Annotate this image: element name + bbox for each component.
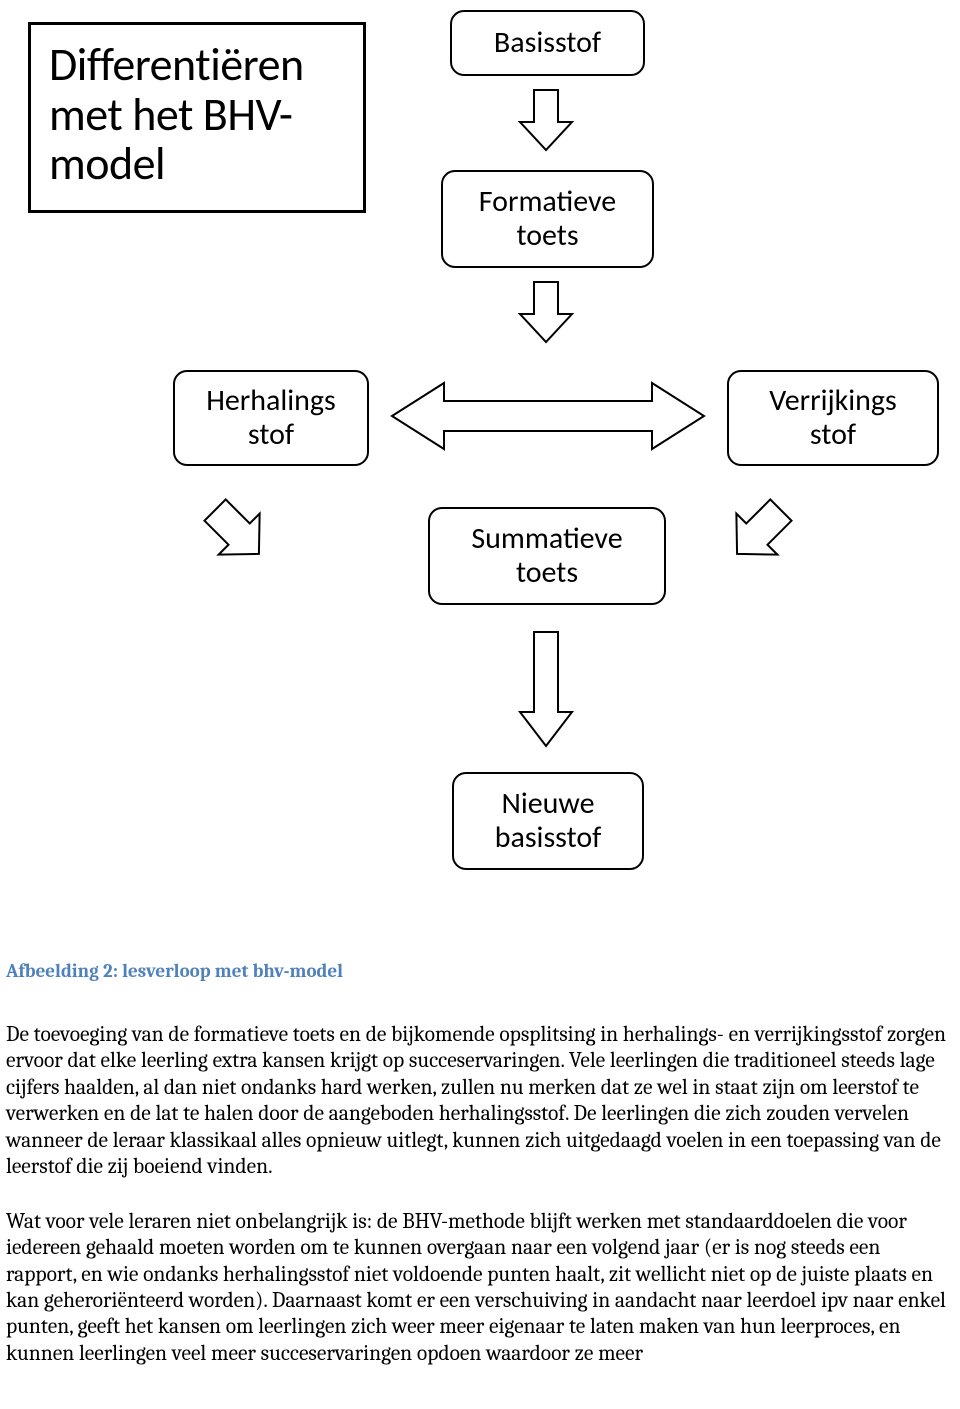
arrow-diag-right (200, 495, 274, 569)
paragraph-2: Wat voor vele leraren niet onbelangrijk … (6, 1209, 954, 1368)
paragraph-1: De toevoeging van de formatieve toets en… (6, 1022, 954, 1181)
arrow-down-3 (516, 630, 576, 750)
node-basisstof-label: Basisstof (494, 26, 601, 60)
figure-caption: Afbeelding 2: lesverloop met bhv-model (6, 960, 960, 982)
node-verrijkings-label: Verrijkings stof (749, 384, 917, 451)
diagram-title-text: Differentiëren met het BHV-model (49, 37, 304, 192)
node-formatieve-label: Formatieve toets (463, 185, 632, 252)
page: Differentiëren met het BHV-model Basisst… (0, 0, 960, 1367)
node-nieuwe-basisstof: Nieuwe basisstof (452, 772, 644, 870)
node-herhalings-label: Herhalings stof (195, 384, 347, 451)
node-verrijkingsstof: Verrijkings stof (727, 370, 939, 466)
node-nieuwe-label: Nieuwe basisstof (474, 787, 622, 854)
bhv-flowchart: Differentiëren met het BHV-model Basisst… (0, 0, 960, 960)
arrow-down-2 (516, 280, 576, 346)
arrow-double-horizontal (388, 377, 708, 455)
arrow-down-1 (516, 88, 576, 154)
node-formatieve-toets: Formatieve toets (441, 170, 654, 268)
arrow-diag-left (722, 495, 796, 569)
diagram-title-box: Differentiëren met het BHV-model (28, 22, 366, 213)
node-herhalingsstof: Herhalings stof (173, 370, 369, 466)
node-basisstof: Basisstof (450, 10, 645, 76)
node-summatieve-label: Summatieve toets (450, 522, 644, 589)
node-summatieve-toets: Summatieve toets (428, 507, 666, 605)
